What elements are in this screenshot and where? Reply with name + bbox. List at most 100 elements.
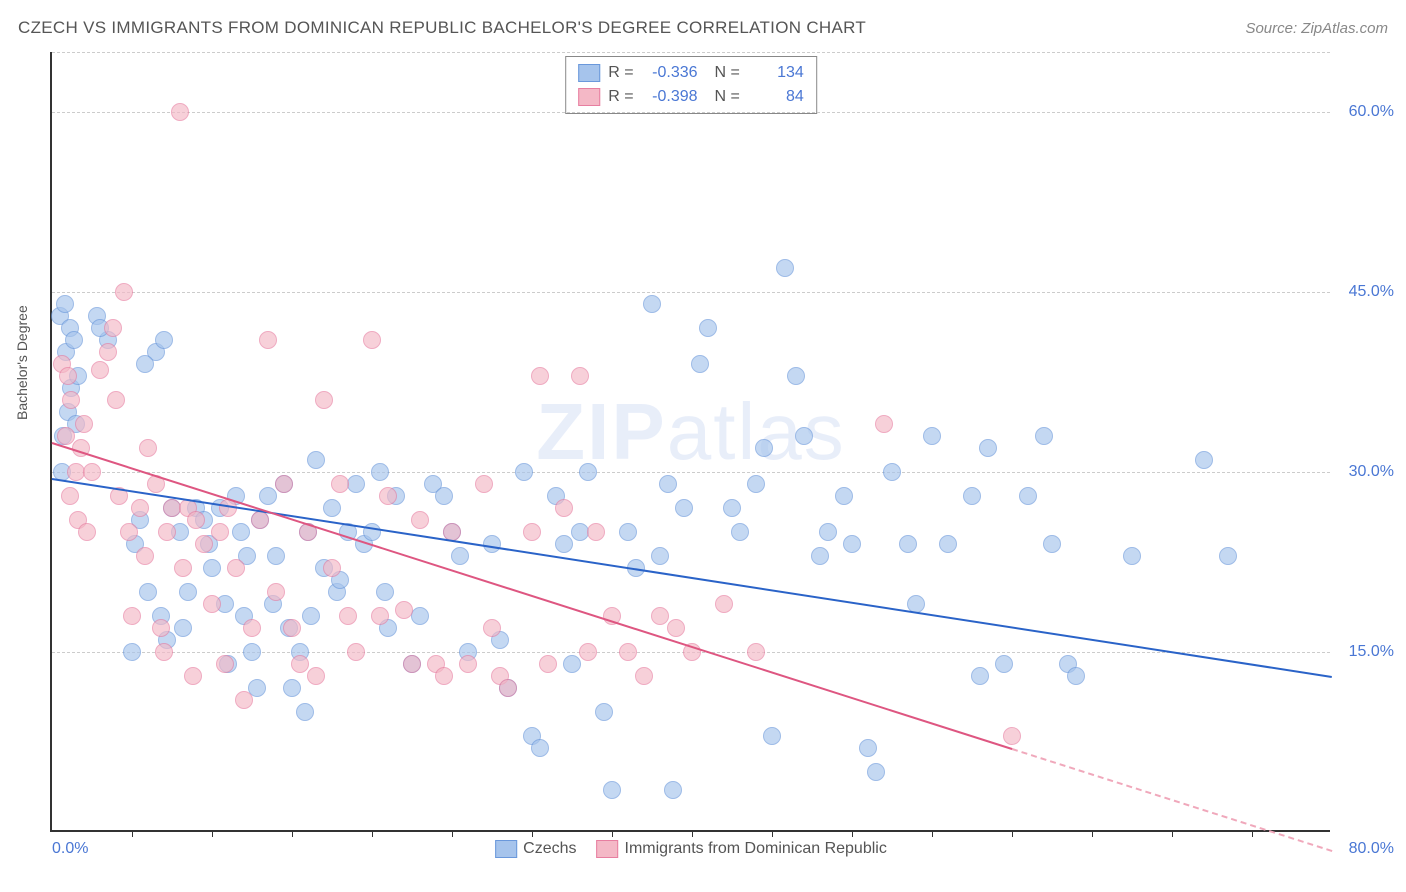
data-point: [283, 679, 301, 697]
n-value: 84: [748, 85, 804, 109]
data-point: [691, 355, 709, 373]
data-point: [659, 475, 677, 493]
data-point: [291, 655, 309, 673]
data-point: [1003, 727, 1021, 745]
data-point: [104, 319, 122, 337]
data-point: [243, 619, 261, 637]
x-tick: [1172, 830, 1173, 837]
data-point: [62, 391, 80, 409]
data-point: [776, 259, 794, 277]
data-point: [963, 487, 981, 505]
data-point: [187, 511, 205, 529]
data-point: [395, 601, 413, 619]
data-point: [843, 535, 861, 553]
data-point: [323, 499, 341, 517]
data-point: [235, 691, 253, 709]
data-point: [531, 739, 549, 757]
data-point: [1043, 535, 1061, 553]
legend-label: Czechs: [523, 840, 576, 858]
data-point: [75, 415, 93, 433]
data-point: [99, 343, 117, 361]
x-tick: [212, 830, 213, 837]
x-tick: [1252, 830, 1253, 837]
data-point: [184, 667, 202, 685]
legend-row: R =-0.336 N =134: [578, 61, 804, 85]
data-point: [323, 559, 341, 577]
data-point: [531, 367, 549, 385]
data-point: [603, 781, 621, 799]
data-point: [539, 655, 557, 673]
data-point: [723, 499, 741, 517]
data-point: [1035, 427, 1053, 445]
data-point: [307, 451, 325, 469]
data-point: [56, 295, 74, 313]
data-point: [403, 655, 421, 673]
data-point: [651, 547, 669, 565]
data-point: [107, 391, 125, 409]
data-point: [619, 643, 637, 661]
data-point: [1019, 487, 1037, 505]
data-point: [179, 583, 197, 601]
header: CZECH VS IMMIGRANTS FROM DOMINICAN REPUB…: [18, 18, 1388, 38]
data-point: [267, 583, 285, 601]
x-tick: [452, 830, 453, 837]
data-point: [555, 499, 573, 517]
gridline: [52, 292, 1330, 293]
data-point: [939, 535, 957, 553]
data-point: [155, 643, 173, 661]
series-legend: CzechsImmigrants from Dominican Republic: [495, 840, 887, 858]
n-label: N =: [706, 85, 740, 109]
data-point: [675, 499, 693, 517]
data-point: [152, 619, 170, 637]
data-point: [635, 667, 653, 685]
legend-swatch: [578, 64, 600, 82]
data-point: [227, 559, 245, 577]
gridline: [52, 112, 1330, 113]
data-point: [755, 439, 773, 457]
y-axis-label: Bachelor's Degree: [14, 305, 30, 420]
x-tick: [1012, 830, 1013, 837]
data-point: [302, 607, 320, 625]
data-point: [91, 361, 109, 379]
data-point: [483, 535, 501, 553]
data-point: [123, 643, 141, 661]
data-point: [499, 679, 517, 697]
data-point: [571, 367, 589, 385]
data-point: [83, 463, 101, 481]
data-point: [61, 487, 79, 505]
data-point: [243, 643, 261, 661]
data-point: [523, 523, 541, 541]
data-point: [819, 523, 837, 541]
data-point: [136, 547, 154, 565]
x-tick: [372, 830, 373, 837]
data-point: [139, 583, 157, 601]
gridline: [52, 472, 1330, 473]
data-point: [131, 499, 149, 517]
x-max-label: 80.0%: [1349, 840, 1394, 858]
data-point: [1195, 451, 1213, 469]
data-point: [296, 703, 314, 721]
data-point: [411, 607, 429, 625]
data-point: [483, 619, 501, 637]
data-point: [811, 547, 829, 565]
data-point: [595, 703, 613, 721]
r-label: R =: [608, 85, 633, 109]
gridline: [52, 52, 1330, 53]
y-tick-label: 45.0%: [1338, 283, 1394, 301]
x-tick: [772, 830, 773, 837]
y-tick-label: 30.0%: [1338, 463, 1394, 481]
data-point: [376, 583, 394, 601]
data-point: [1219, 547, 1237, 565]
x-tick: [1092, 830, 1093, 837]
data-point: [259, 331, 277, 349]
data-point: [136, 355, 154, 373]
x-tick: [932, 830, 933, 837]
data-point: [899, 535, 917, 553]
n-value: 134: [748, 61, 804, 85]
data-point: [211, 523, 229, 541]
correlation-legend: R =-0.336 N =134R =-0.398 N = 84: [565, 56, 817, 114]
data-point: [275, 475, 293, 493]
r-label: R =: [608, 61, 633, 85]
data-point: [307, 667, 325, 685]
data-point: [411, 511, 429, 529]
